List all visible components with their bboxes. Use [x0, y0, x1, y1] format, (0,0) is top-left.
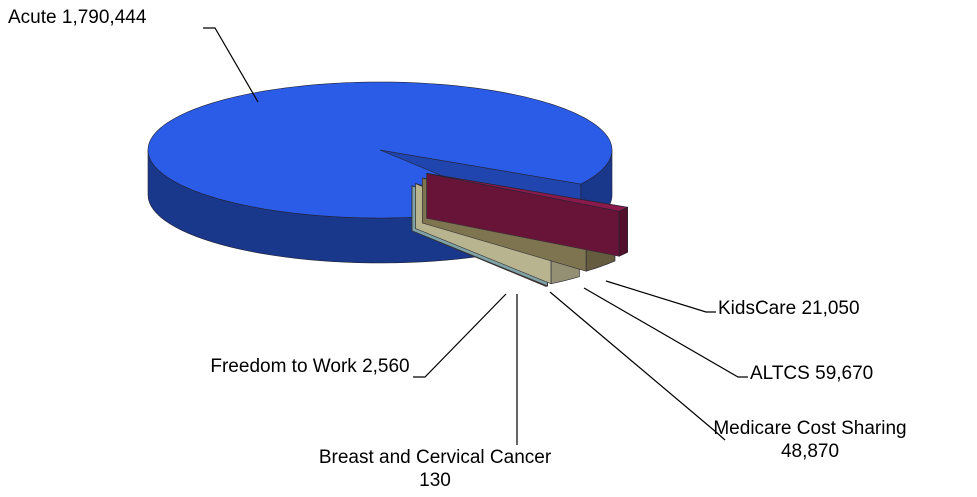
category-name: Freedom to Work — [210, 356, 357, 377]
value-label: 1,790,444 — [61, 7, 147, 28]
slice — [426, 173, 629, 212]
value-label: 2,560 — [362, 356, 410, 377]
leader-line — [583, 287, 748, 378]
data-label: Medicare Cost Sharing 48,870 — [700, 417, 920, 463]
leader-line — [549, 291, 726, 441]
leader-line — [203, 27, 259, 103]
category-name: ALTCS — [750, 363, 810, 384]
category-name: Breast and Cervical Cancer — [318, 447, 552, 468]
slice — [147, 81, 613, 219]
category-name: Acute — [8, 7, 57, 28]
value-label: 130 — [419, 470, 451, 491]
value-label: 48,870 — [780, 441, 840, 462]
leader-line — [413, 293, 507, 378]
value-label: 21,050 — [801, 298, 860, 319]
slice-side — [618, 206, 628, 257]
data-label: Breast and Cervical Cancer 130 — [310, 446, 560, 492]
category-name: KidsCare — [718, 298, 797, 319]
value-label: 59,670 — [815, 363, 874, 384]
leader-line — [605, 280, 716, 313]
data-label: KidsCare 21,050 — [718, 297, 918, 320]
category-name: Medicare Cost Sharing — [713, 418, 907, 439]
data-label: Freedom to Work 2,560 — [200, 355, 420, 378]
data-label: ALTCS 59,670 — [750, 362, 970, 385]
data-label: Acute 1,790,444 — [8, 6, 208, 29]
